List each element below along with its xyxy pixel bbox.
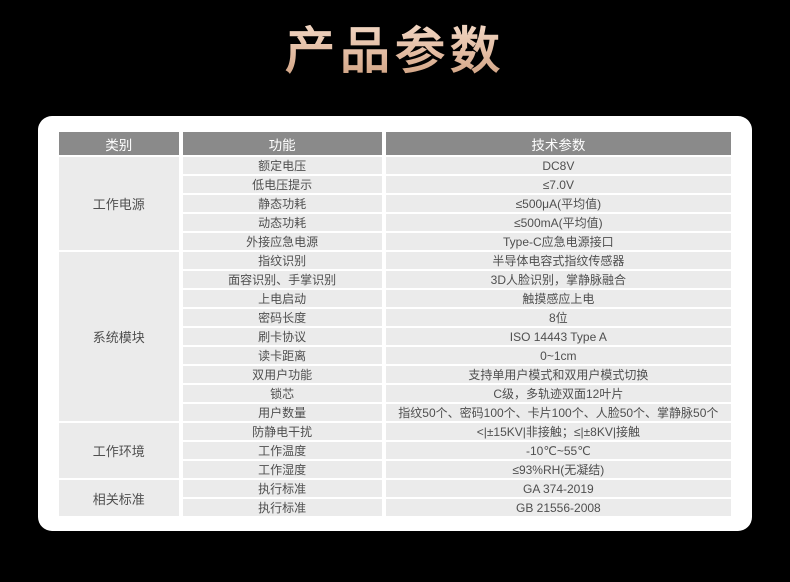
value-cell: 半导体电容式指纹传感器: [385, 252, 731, 269]
table-row: 工作环境 防静电干扰 <|±15KV|非接触；≤|±8KV|接触: [59, 423, 731, 478]
category-cell: 工作环境: [59, 423, 179, 478]
header-tech-params: 技术参数: [385, 132, 731, 155]
value-cell: 8位: [385, 309, 731, 326]
feature-cell: 外接应急电源: [182, 233, 382, 250]
value-cell: Type-C应急电源接口: [385, 233, 731, 250]
value-cell: 指纹50个、密码100个、卡片100个、人脸50个、掌静脉50个: [385, 404, 731, 421]
table-row: 刷卡协议 ISO 14443 Type A: [59, 328, 731, 345]
table-row: 动态功耗 ≤500mA(平均值): [59, 214, 731, 231]
feature-cell: 静态功耗: [182, 195, 382, 212]
category-cell: 相关标准: [59, 480, 179, 516]
feature-cell: 上电启动: [182, 290, 382, 307]
spec-card: 类别 功能 技术参数 工作电源 额定电压 DC8V 低电压提示 ≤7.0V 静态功耗 ≤50…: [38, 116, 752, 531]
feature-cell: 执行标准: [182, 499, 382, 516]
value-cell: C级，多轨迹双面12叶片: [385, 385, 731, 402]
value-cell: 0~1cm: [385, 347, 731, 364]
table-row: 静态功耗 ≤500μA(平均值): [59, 195, 731, 212]
table-row: 工作湿度 ≤93%RH(无凝结): [59, 461, 731, 478]
header-row: 类别 功能 技术参数: [59, 132, 731, 155]
value-cell: ISO 14443 Type A: [385, 328, 731, 345]
category-cell: 系统模块: [59, 252, 179, 421]
spec-table-body: 工作电源 额定电压 DC8V 低电压提示 ≤7.0V 静态功耗 ≤500μA(平均值) 动态功…: [59, 157, 731, 516]
table-row: 读卡距离 0~1cm: [59, 347, 731, 364]
value-cell: ≤500μA(平均值): [385, 195, 731, 212]
value-cell: GB 21556-2008: [385, 499, 731, 516]
table-row: 工作电源 额定电压 DC8V: [59, 157, 731, 250]
feature-cell: 刷卡协议: [182, 328, 382, 345]
table-row: 系统模块 指纹识别 半导体电容式指纹传感器: [59, 252, 731, 421]
value-cell: DC8V: [385, 157, 731, 174]
table-row: 锁芯 C级，多轨迹双面12叶片: [59, 385, 731, 402]
table-row: 外接应急电源 Type-C应急电源接口: [59, 233, 731, 250]
feature-cell: 防静电干扰: [182, 423, 382, 440]
feature-cell: 工作湿度: [182, 461, 382, 478]
feature-cell: 低电压提示: [182, 176, 382, 193]
feature-cell: 锁芯: [182, 385, 382, 402]
feature-cell: 双用户功能: [182, 366, 382, 383]
table-row: 双用户功能 支持单用户模式和双用户模式切换: [59, 366, 731, 383]
table-row: 密码长度 8位: [59, 309, 731, 326]
table-row: 用户数量 指纹50个、密码100个、卡片100个、人脸50个、掌静脉50个: [59, 404, 731, 421]
page-title: 产品参数: [285, 23, 505, 79]
table-row: 上电启动 触摸感应上电: [59, 290, 731, 307]
table-row: 面容识别、手掌识别 3D人脸识别，掌静脉融合: [59, 271, 731, 288]
value-cell: GA 374-2019: [385, 480, 731, 497]
header-feature: 功能: [182, 132, 382, 155]
title-section: 产品参数: [0, 0, 790, 80]
value-cell: 3D人脸识别，掌静脉融合: [385, 271, 731, 288]
value-cell: <|±15KV|非接触；≤|±8KV|接触: [385, 423, 731, 440]
feature-cell: 用户数量: [182, 404, 382, 421]
feature-cell: 指纹识别: [182, 252, 382, 269]
spec-table-header: 类别 功能 技术参数: [59, 132, 731, 155]
value-cell: 支持单用户模式和双用户模式切换: [385, 366, 731, 383]
value-cell: 触摸感应上电: [385, 290, 731, 307]
feature-cell: 动态功耗: [182, 214, 382, 231]
value-cell: ≤7.0V: [385, 176, 731, 193]
feature-cell: 执行标准: [182, 480, 382, 497]
value-cell: ≤500mA(平均值): [385, 214, 731, 231]
value-cell: -10℃~55℃: [385, 442, 731, 459]
table-row: 相关标准 执行标准 GA 374-2019: [59, 480, 731, 516]
feature-cell: 密码长度: [182, 309, 382, 326]
feature-cell: 工作温度: [182, 442, 382, 459]
feature-cell: 额定电压: [182, 157, 382, 174]
header-category: 类别: [59, 132, 179, 155]
table-row: 低电压提示 ≤7.0V: [59, 176, 731, 193]
value-cell: ≤93%RH(无凝结): [385, 461, 731, 478]
table-row: 工作温度 -10℃~55℃: [59, 442, 731, 459]
category-cell: 工作电源: [59, 157, 179, 250]
feature-cell: 面容识别、手掌识别: [182, 271, 382, 288]
feature-cell: 读卡距离: [182, 347, 382, 364]
table-row: 执行标准 GB 21556-2008: [59, 499, 731, 516]
spec-table: 类别 功能 技术参数 工作电源 额定电压 DC8V 低电压提示 ≤7.0V 静态功耗 ≤50…: [55, 130, 735, 518]
